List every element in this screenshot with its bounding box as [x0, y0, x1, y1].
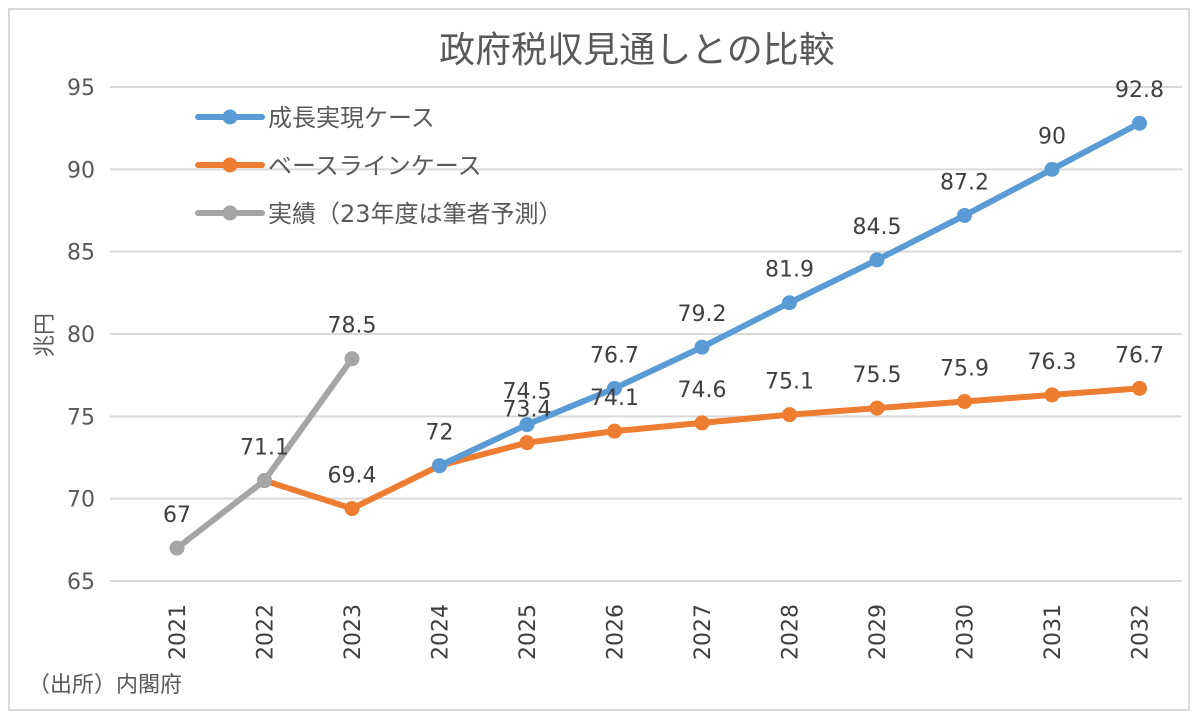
legend-marker	[222, 205, 238, 221]
legend-marker	[222, 109, 238, 125]
data-label: 75.5	[853, 363, 902, 388]
data-point	[257, 473, 272, 489]
x-tick-label: 2021	[166, 604, 191, 660]
data-point	[869, 400, 885, 416]
data-label: 74.6	[678, 378, 727, 403]
data-label: 78.5	[328, 314, 377, 339]
y-tick-label: 80	[67, 323, 95, 348]
data-point	[1132, 380, 1147, 396]
data-point	[782, 407, 797, 423]
x-tick-label: 2026	[604, 604, 629, 660]
x-tick-label: 2031	[1041, 604, 1066, 660]
x-tick-label: 2032	[1129, 604, 1154, 660]
y-tick-label: 95	[67, 76, 95, 101]
data-point	[782, 295, 797, 311]
data-label: 79.2	[678, 302, 727, 327]
data-point	[957, 394, 972, 410]
x-tick-label: 2024	[429, 604, 454, 660]
legend-label: 実績（23年度は筆者予測）	[268, 200, 563, 228]
data-point	[1044, 161, 1060, 177]
x-tick-label: 2023	[341, 604, 366, 660]
data-point	[1044, 387, 1060, 403]
data-point	[607, 423, 622, 439]
y-tick-label: 70	[67, 488, 95, 513]
data-point	[1132, 115, 1147, 131]
data-point	[344, 351, 360, 367]
data-point	[694, 339, 710, 355]
data-label: 74.1	[590, 386, 639, 411]
data-label: 76.3	[1028, 350, 1077, 375]
data-label: 76.7	[590, 343, 639, 368]
legend-label: ベースラインケース	[268, 152, 482, 180]
data-point	[607, 380, 622, 396]
data-label: 75.9	[940, 357, 989, 382]
y-axis-title: 兆円	[33, 313, 58, 357]
chart-title: 政府税収見通しとの比較	[439, 30, 835, 71]
data-label: 75.1	[765, 370, 814, 395]
data-point	[694, 415, 710, 431]
y-tick-label: 90	[67, 158, 95, 183]
data-label: 71.1	[240, 436, 289, 461]
x-tick-label: 2029	[866, 604, 891, 660]
series-line	[263, 385, 1140, 512]
x-tick-label: 2022	[254, 604, 279, 660]
x-tick-label: 2028	[779, 604, 804, 660]
data-label: 72	[426, 421, 454, 446]
data-point	[519, 417, 535, 433]
data-label: 67	[163, 503, 191, 528]
data-point	[957, 207, 972, 223]
data-label: 92.8	[1115, 78, 1164, 103]
y-tick-label: 85	[67, 241, 95, 266]
data-label: 73.4	[503, 398, 552, 423]
data-point	[869, 252, 885, 268]
data-label: 87.2	[940, 170, 989, 195]
y-tick-label: 65	[67, 570, 95, 595]
data-label: 84.5	[853, 215, 902, 240]
data-label: 76.7	[1115, 343, 1164, 368]
x-tick-label: 2030	[954, 604, 979, 660]
x-tick-label: 2025	[516, 604, 541, 660]
data-point	[169, 540, 185, 556]
data-point	[344, 501, 360, 517]
data-label: 74.5	[503, 380, 552, 405]
data-label: 90	[1038, 124, 1066, 149]
data-label: 69.4	[328, 464, 377, 489]
chart-frame	[8, 8, 1190, 711]
legend-label: 成長実現ケース	[268, 104, 435, 132]
data-point	[519, 435, 535, 451]
legend-marker	[222, 157, 238, 173]
data-point	[432, 458, 447, 474]
data-label: 81.9	[765, 258, 814, 283]
y-tick-label: 75	[67, 405, 95, 430]
x-tick-label: 2027	[691, 604, 716, 660]
source-note: （出所）内閣府	[28, 673, 182, 698]
